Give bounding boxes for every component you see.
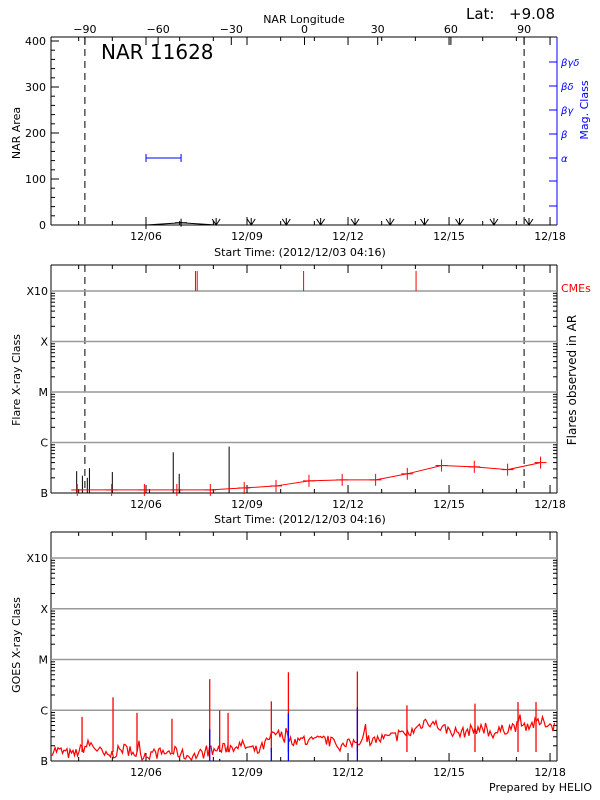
panel2-x-tick-label: 12/06: [130, 498, 162, 511]
lat-label: Lat:: [466, 5, 494, 23]
panel2-x-tick-label: 12/12: [332, 498, 364, 511]
area-y-tick-label: 200: [25, 127, 46, 140]
area-y-tick-label: 400: [25, 35, 46, 48]
panel3-y-tick-label: X: [40, 603, 48, 616]
y-axis-label-flare-class: Flare X-ray Class: [10, 334, 23, 426]
panel1-x-tick-label: 12/12: [332, 230, 364, 243]
panel3-x-tick-label: 12/18: [534, 766, 566, 779]
lat-value: +9.08: [509, 5, 555, 23]
panel1-x-tick-label: 12/06: [130, 230, 162, 243]
area-zero-marker: [455, 218, 464, 226]
longitude-tick-label: 0: [301, 23, 308, 36]
longitude-tick-label: 90: [517, 23, 531, 36]
x-axis-label-panel2: Start Time: (2012/12/03 04:16): [214, 513, 386, 526]
area-line: [145, 222, 529, 226]
area-zero-marker: [489, 218, 499, 226]
area-y-tick-label: 0: [39, 219, 46, 232]
cme-label: CMEs: [561, 282, 591, 295]
panel3-x-tick-label: 12/15: [433, 766, 465, 779]
mag-class-tick-label: βγδ: [560, 58, 579, 69]
y-axis-label-mag-class: Mag. Class: [578, 80, 591, 139]
panel2-x-tick-label: 12/18: [534, 498, 566, 511]
panel1-x-tick-label: 12/09: [231, 230, 263, 243]
area-zero-marker: [350, 218, 360, 226]
panel3-y-tick-label: C: [40, 704, 48, 717]
panel3-y-tick-label: M: [39, 654, 49, 667]
panel2-x-tick-label: 12/09: [231, 498, 263, 511]
panel2-y-tick-label: B: [40, 487, 48, 500]
panel3-y-tick-label: B: [40, 755, 48, 768]
panel1-x-tick-label: 12/15: [433, 230, 465, 243]
panel3-x-tick-label: 12/06: [130, 766, 162, 779]
area-zero-marker: [420, 218, 429, 226]
x-axis-label-panel1: Start Time: (2012/12/03 04:16): [214, 246, 386, 259]
y-axis-label-goes-class: GOES X-ray Class: [10, 597, 23, 693]
mag-class-tick-label: β: [560, 130, 568, 141]
y-axis-label-area: NAR Area: [10, 107, 23, 159]
y-axis-label-flares-observed: Flares observed in AR: [565, 315, 579, 445]
mag-class-tick-label: βγ: [560, 106, 574, 117]
area-zero-marker: [385, 218, 395, 226]
mag-class-tick-label: βδ: [560, 82, 574, 93]
panel3-x-tick-label: 12/09: [231, 766, 263, 779]
panel2-y-tick-label: M: [39, 386, 49, 399]
panel2-y-tick-label: X: [40, 336, 48, 349]
panel3-x-tick-label: 12/12: [332, 766, 364, 779]
area-zero-marker: [211, 218, 221, 226]
panel2-x-tick-label: 12/15: [433, 498, 465, 511]
longitude-tick-label: −30: [220, 23, 243, 36]
longitude-tick-label: 30: [371, 23, 385, 36]
area-y-tick-label: 100: [25, 173, 46, 186]
panel2-y-tick-label: X10: [26, 285, 48, 298]
panel2-y-tick-label: C: [40, 437, 48, 450]
area-zero-marker: [316, 218, 326, 226]
longitude-tick-label: −90: [73, 23, 96, 36]
longitude-tick-label: −60: [146, 23, 169, 36]
area-zero-marker: [246, 218, 256, 226]
chart-title: NAR 11628: [101, 40, 214, 64]
footer-credit: Prepared by HELIO: [489, 781, 592, 794]
goes-long-channel-line: [51, 714, 556, 762]
top-axis-label: NAR Longitude: [263, 13, 345, 26]
area-y-tick-label: 300: [25, 81, 46, 94]
panel1-x-tick-label: 12/18: [534, 230, 566, 243]
panel3-y-tick-label: X10: [26, 552, 48, 565]
longitude-tick-label: 60: [444, 23, 458, 36]
mag-class-tick-label: α: [561, 154, 568, 165]
area-zero-marker: [281, 218, 291, 226]
area-zero-marker: [524, 218, 534, 226]
